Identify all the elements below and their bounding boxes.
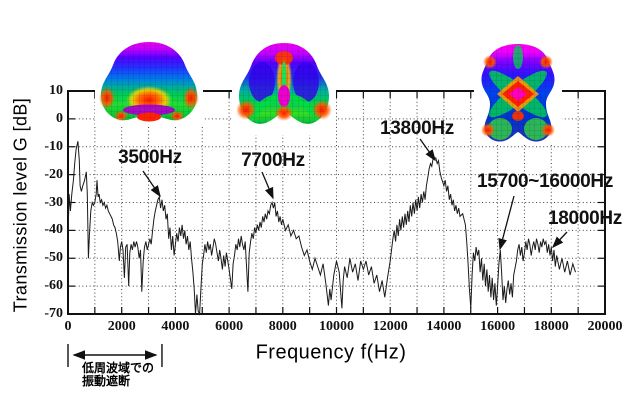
fem-mode-shape-3-graphic (481, 44, 555, 142)
y-tick-label: -30 (44, 194, 63, 210)
annotation-arrow (419, 138, 436, 162)
fem-mode-shape-1-image (95, 40, 203, 126)
annotation-arrow (498, 195, 515, 251)
x-tick-label: 10000 (319, 319, 354, 334)
annotation-arrow (552, 231, 568, 249)
x-tick-label: 18000 (533, 319, 569, 334)
y-tick-label: -40 (44, 222, 63, 238)
x-tick-label: 20000 (587, 319, 623, 334)
x-tick-label: 0 (64, 319, 72, 334)
y-tick-label: -70 (44, 306, 63, 321)
y-tick-label: -10 (44, 138, 63, 154)
x-tick-label: 12000 (372, 319, 408, 334)
y-tick-label: -50 (44, 250, 63, 266)
x-tick-label: 6000 (215, 319, 244, 334)
y-tick-label: -20 (44, 166, 63, 182)
fem-mode-shape-3-image (474, 42, 562, 144)
y-tick-label: -60 (44, 278, 63, 294)
x-tick-label: 2000 (107, 319, 136, 334)
x-tick-label: 8000 (268, 319, 297, 334)
bracket-label: 低周波域での 振動遮断 (82, 362, 154, 388)
fem-mode-shape-1-graphic (99, 42, 199, 122)
x-axis-title: Frequency f(Hz) (255, 341, 407, 364)
transmission-curve (67, 141, 576, 316)
annotation-label: 7700Hz (241, 150, 305, 171)
annotation-arrow (142, 170, 161, 198)
bracket-label-line1: 低周波域での (82, 361, 155, 375)
annotation-label: 18000Hz (548, 208, 622, 229)
x-tick-label: 4000 (161, 319, 190, 334)
annotation-label: 3500Hz (118, 147, 182, 168)
fem-mode-shape-2-graphic (236, 43, 332, 124)
fem-mode-shape-2-image (232, 40, 336, 135)
y-tick-label: 10 (49, 83, 63, 98)
y-tick-label: 0 (56, 110, 63, 126)
annotation-label: 13800Hz (380, 118, 454, 139)
x-tick-label: 16000 (480, 319, 516, 334)
annotation-arrow (261, 171, 274, 200)
annotation-label: 15700~16000Hz (476, 171, 614, 192)
bracket-label-line2: 振動遮断 (82, 374, 131, 388)
plot-frame (67, 90, 606, 315)
x-tick-label: 14000 (426, 319, 462, 334)
